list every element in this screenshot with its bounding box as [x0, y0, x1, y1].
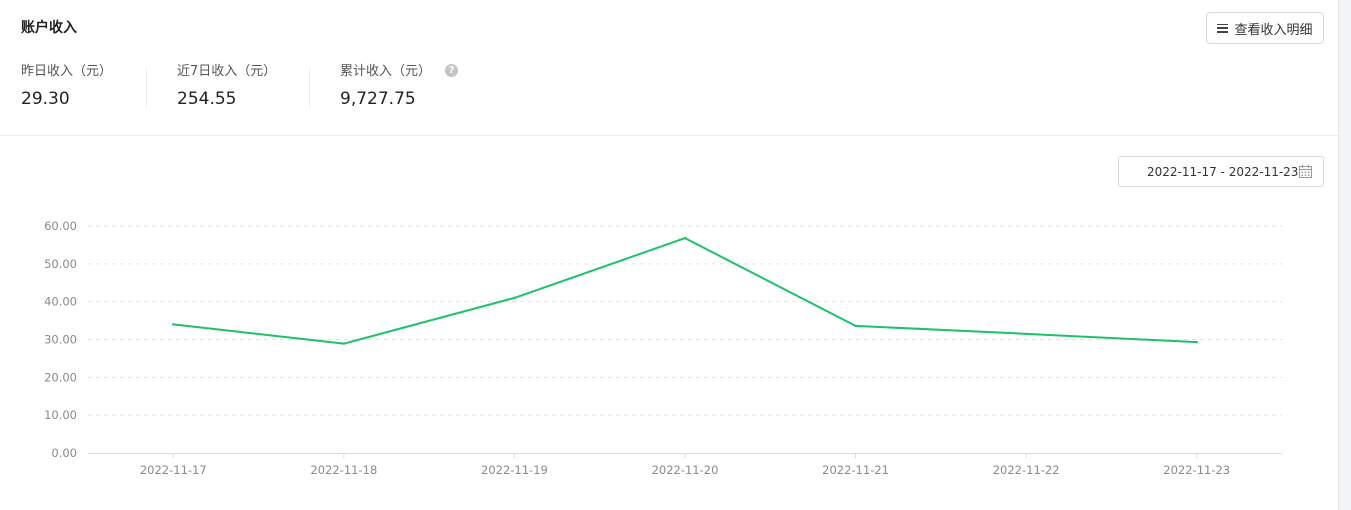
- x-tick-label: 2022-11-17: [140, 463, 207, 477]
- view-income-detail-button[interactable]: 查看收入明细: [1206, 12, 1324, 44]
- income-line-chart: 0.00 10.00 20.00 30.00 40.00 50.00 60.00 2022-1…: [44, 219, 1282, 477]
- series-line: [173, 237, 1197, 345]
- stat-divider: [146, 68, 147, 108]
- stat-value: 29.30: [21, 89, 70, 109]
- y-tick-label: 30.00: [44, 333, 77, 347]
- y-tick-label: 10.00: [44, 408, 77, 422]
- scrollbar-track[interactable]: [1338, 0, 1351, 510]
- x-tick-label: 2022-11-21: [822, 463, 889, 477]
- section-divider: [0, 135, 1338, 136]
- date-range-value: 2022-11-17 - 2022-11-23: [1147, 165, 1299, 179]
- stat-value: 254.55: [177, 89, 237, 109]
- stat-divider: [309, 68, 310, 108]
- data-point: [513, 296, 516, 300]
- stat-label: 累计收入（元）?: [340, 62, 459, 82]
- stat-cumulative: 累计收入（元）? 9,727.75: [340, 62, 459, 112]
- data-point: [1195, 340, 1198, 344]
- stat-label: 近7日收入（元）: [177, 64, 277, 79]
- data-point: [683, 236, 687, 240]
- x-tick-label: 2022-11-23: [1163, 463, 1230, 477]
- stat-label: 昨日收入（元）: [21, 64, 113, 79]
- y-tick-label: 40.00: [44, 295, 77, 309]
- stat-value: 9,727.75: [340, 89, 416, 109]
- stat-yesterday: 昨日收入（元） 29.30: [21, 62, 112, 112]
- x-tick-label: 2022-11-18: [310, 463, 377, 477]
- y-tick-label: 50.00: [44, 257, 77, 271]
- view-income-detail-label: 查看收入明细: [1234, 22, 1313, 38]
- stat-last-7-days: 近7日收入（元） 254.55: [177, 62, 276, 112]
- x-tick-label: 2022-11-19: [481, 463, 548, 477]
- menu-icon: [1217, 23, 1229, 33]
- data-point: [1024, 332, 1028, 336]
- calendar-icon: [1299, 165, 1312, 178]
- x-tick-label: 2022-11-20: [652, 463, 719, 477]
- y-tick-label: 20.00: [44, 370, 77, 384]
- data-point: [342, 342, 346, 345]
- stat-label-text: 累计收入（元）: [340, 64, 432, 79]
- card-title: 账户收入: [21, 20, 77, 36]
- help-icon[interactable]: ?: [445, 64, 459, 77]
- data-point: [172, 323, 175, 326]
- x-tick-label: 2022-11-22: [993, 463, 1060, 477]
- data-point: [854, 324, 857, 328]
- date-range-picker[interactable]: 2022-11-17 - 2022-11-23: [1118, 156, 1324, 187]
- y-tick-label: 60.00: [44, 219, 77, 233]
- y-tick-label: 0.00: [51, 446, 77, 460]
